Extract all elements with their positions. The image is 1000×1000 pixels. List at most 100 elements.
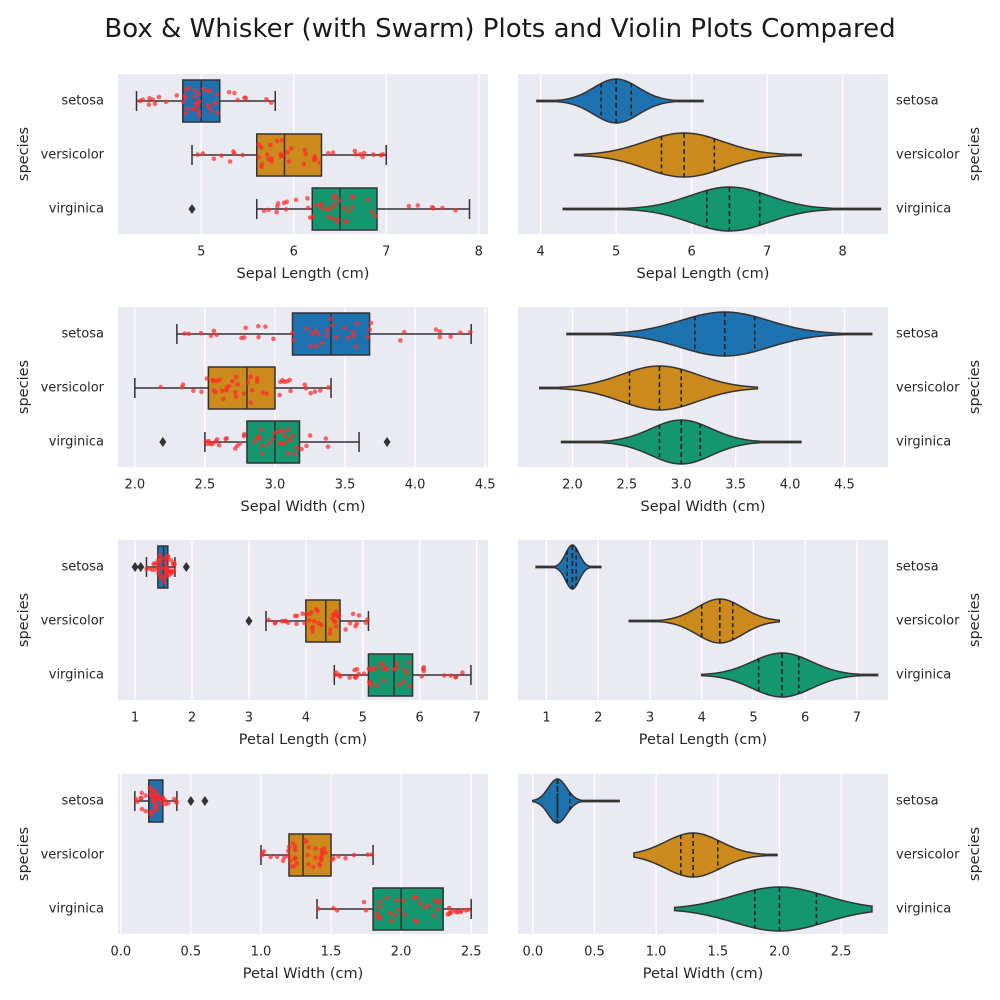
swarm-point	[211, 328, 217, 334]
swarm-point	[211, 387, 216, 393]
swarm-point	[232, 446, 238, 451]
swarm-point	[406, 660, 411, 665]
swarm-point	[396, 682, 402, 687]
swarm-point	[183, 110, 189, 116]
swarm-point	[206, 104, 212, 109]
swarm-point	[260, 443, 265, 449]
swarm-point	[249, 387, 255, 393]
swarm-points-versicolor	[195, 138, 386, 169]
outlier-marker	[187, 796, 195, 806]
swarm-point	[317, 160, 322, 166]
swarm-point	[231, 151, 237, 156]
swarm-point	[161, 580, 167, 585]
swarm-point	[286, 427, 291, 432]
panel-6-xtick-label: 2	[594, 711, 602, 726]
swarm-point	[241, 391, 247, 396]
swarm-point	[320, 206, 325, 211]
outlier-marker	[137, 562, 145, 572]
panel-2-ytick-label: virginica	[896, 202, 951, 217]
swarm-point	[286, 844, 292, 850]
swarm-point	[354, 666, 360, 672]
swarm-point	[326, 385, 331, 390]
swarm-point	[135, 799, 140, 805]
swarm-point	[163, 571, 169, 576]
swarm-point	[411, 895, 417, 901]
swarm-point	[331, 905, 336, 911]
swarm-point	[143, 808, 149, 814]
swarm-point	[280, 440, 285, 446]
swarm-point	[213, 378, 219, 384]
figure-title: Box & Whisker (with Swarm) Plots and Vio…	[104, 14, 896, 44]
swarm-point	[156, 571, 161, 576]
swarm-point	[467, 329, 473, 335]
panel-2-xtick-label: 7	[763, 245, 771, 260]
swarm-point	[140, 97, 146, 102]
swarm-point	[171, 560, 176, 566]
outlier-marker	[188, 204, 196, 214]
swarm-point	[226, 89, 232, 95]
swarm-point	[363, 907, 369, 913]
swarm-point	[299, 446, 304, 452]
swarm-point	[325, 444, 331, 450]
swarm-point	[389, 918, 394, 924]
swarm-point	[196, 91, 202, 96]
swarm-point	[305, 196, 310, 201]
swarm-point	[351, 333, 357, 339]
panel-4-ytick-label: setosa	[896, 327, 939, 342]
swarm-point	[248, 374, 253, 380]
swarm-point	[292, 450, 297, 456]
swarm-point	[367, 327, 373, 332]
swarm-point	[317, 388, 323, 393]
swarm-point	[306, 844, 312, 850]
swarm-point	[463, 908, 469, 913]
swarm-point	[154, 807, 160, 813]
violin-virginica	[562, 186, 882, 232]
swarm-point	[365, 617, 370, 622]
panel-1-ytick-label: virginica	[49, 202, 104, 217]
swarm-point	[387, 910, 393, 916]
panel-8-ylabel: species	[967, 827, 983, 881]
swarm-point	[294, 621, 299, 627]
panel-4-xlabel: Sepal Width (cm)	[641, 499, 766, 515]
swarm-point	[159, 801, 164, 806]
swarm-point	[345, 208, 351, 214]
swarm-point	[266, 440, 272, 446]
swarm-point	[367, 679, 372, 685]
swarm-point	[337, 197, 342, 203]
panel-5-xtick-label: 2	[188, 711, 196, 726]
swarm-point	[254, 375, 260, 381]
swarm-point	[259, 164, 264, 169]
swarm-point	[440, 205, 445, 211]
swarm-point	[207, 88, 213, 94]
swarm-point	[308, 344, 314, 349]
panel-7-ylabel: species	[16, 827, 32, 881]
swarm-point	[415, 203, 421, 208]
swarm-point	[256, 323, 261, 329]
swarm-point	[447, 911, 452, 917]
swarm-point	[433, 327, 439, 332]
swarm-point	[332, 612, 337, 618]
swarm-point	[452, 908, 458, 913]
panel-1-xtick-label: 7	[382, 245, 390, 260]
swarm-point	[319, 202, 325, 207]
swarm-point	[361, 150, 367, 156]
swarm-point	[414, 919, 420, 924]
panel-7-xlabel: Petal Width (cm)	[243, 966, 364, 982]
swarm-point	[274, 209, 279, 215]
swarm-point	[155, 558, 161, 563]
swarm-point	[314, 343, 319, 349]
panel-8-xtick-label: 2.0	[769, 945, 790, 960]
swarm-point	[157, 552, 163, 558]
swarm-point	[315, 906, 321, 911]
panel-2-xtick-label: 8	[839, 245, 847, 260]
swarm-point	[232, 90, 237, 96]
swarm-point	[394, 660, 399, 666]
swarm-point	[169, 570, 175, 576]
violin-versicolor	[539, 365, 759, 411]
swarm-point	[304, 443, 309, 449]
swarm-point	[353, 152, 358, 157]
swarm-point	[143, 793, 148, 798]
swarm-point	[326, 214, 331, 220]
violin-virginica	[700, 652, 879, 698]
swarm-point	[294, 860, 300, 866]
